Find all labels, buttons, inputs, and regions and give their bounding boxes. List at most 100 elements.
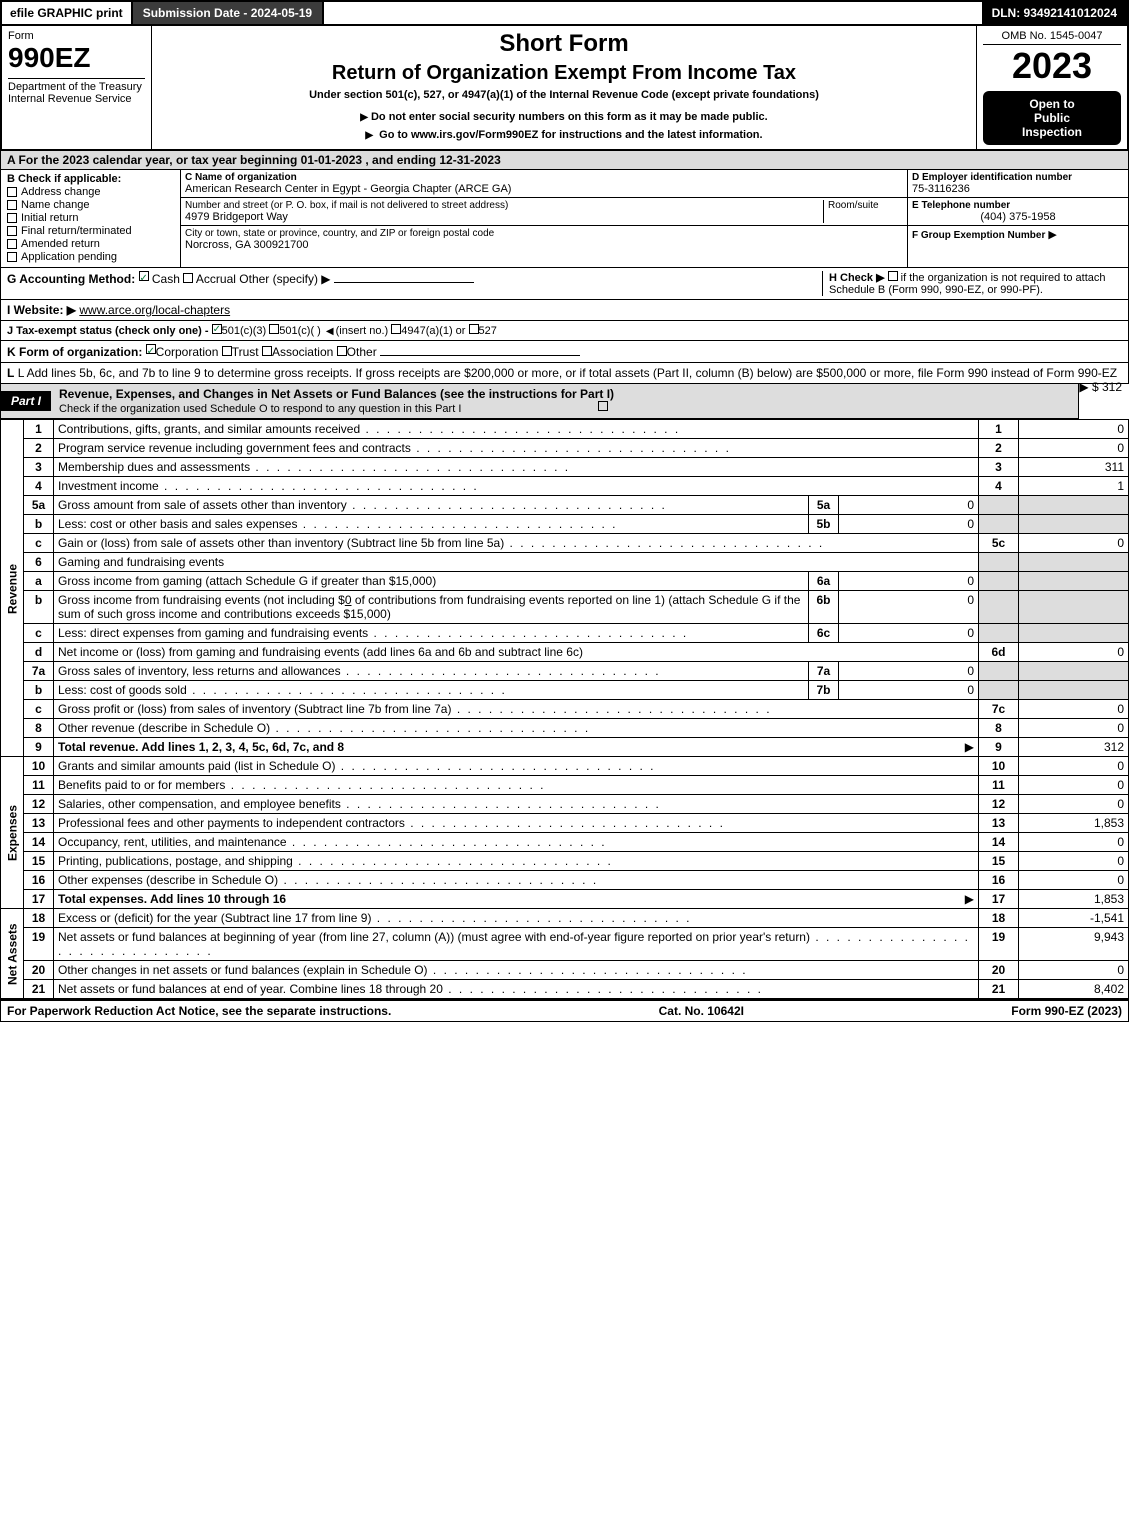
line-num: 17 [24, 890, 54, 909]
mini-num: 6c [809, 624, 839, 643]
cb-label: Address change [21, 186, 101, 198]
gray-cell [979, 515, 1019, 534]
line-rightnum: 7c [979, 700, 1019, 719]
checkbox-icon[interactable] [212, 324, 222, 334]
table-row: 6Gaming and fundraising events [1, 553, 1129, 572]
line-text: Gross income from gaming (attach Schedul… [54, 572, 809, 591]
k-other-input[interactable] [380, 355, 580, 356]
gray-cell [979, 553, 1019, 572]
line-rightnum: 20 [979, 961, 1019, 980]
line-rightnum: 11 [979, 776, 1019, 795]
line-rightnum: 10 [979, 757, 1019, 776]
checkbox-icon [7, 200, 17, 210]
checkbox-icon[interactable] [262, 346, 272, 356]
line-rightnum: 4 [979, 477, 1019, 496]
return-title: Return of Organization Exempt From Incom… [158, 62, 970, 85]
line-num: c [24, 624, 54, 643]
line-text: Net assets or fund balances at beginning… [54, 928, 979, 961]
goto-instructions[interactable]: Go to www.irs.gov/Form990EZ for instruct… [158, 129, 970, 141]
gray-cell [979, 681, 1019, 700]
website-link[interactable]: www.arce.org/local-chapters [79, 303, 230, 317]
checkbox-icon[interactable] [469, 324, 479, 334]
checkbox-icon[interactable] [222, 346, 232, 356]
mini-num: 6a [809, 572, 839, 591]
line-rightnum: 2 [979, 439, 1019, 458]
part-i-title-text: Revenue, Expenses, and Changes in Net As… [59, 387, 614, 401]
cb-address-change[interactable]: Address change [7, 186, 174, 198]
box-c-city: City or town, state or province, country… [181, 226, 907, 254]
g-other-input[interactable] [334, 282, 474, 283]
gray-cell [1019, 553, 1129, 572]
box-b-title: B Check if applicable: [7, 173, 174, 185]
footer-left: For Paperwork Reduction Act Notice, see … [7, 1004, 391, 1018]
checkbox-icon [7, 239, 17, 249]
checkbox-icon[interactable] [337, 346, 347, 356]
line-num: c [24, 700, 54, 719]
cb-amended-return[interactable]: Amended return [7, 238, 174, 250]
gray-cell [1019, 681, 1129, 700]
gray-cell [979, 591, 1019, 624]
short-form-title: Short Form [158, 30, 970, 58]
checkbox-icon[interactable] [391, 324, 401, 334]
box-def: D Employer identification number 75-3116… [908, 170, 1128, 267]
checkbox-icon[interactable] [598, 401, 608, 411]
line-text: Gaming and fundraising events [54, 553, 979, 572]
line-value: 0 [1019, 795, 1129, 814]
line-text: Salaries, other compensation, and employ… [54, 795, 979, 814]
line-value: 1,853 [1019, 814, 1129, 833]
box-b: B Check if applicable: Address change Na… [1, 170, 181, 267]
line-num: 4 [24, 477, 54, 496]
table-row: b Gross income from fundraising events (… [1, 591, 1129, 624]
cb-final-return[interactable]: Final return/terminated [7, 225, 174, 237]
gray-cell [1019, 496, 1129, 515]
table-row: Revenue 1 Contributions, gifts, grants, … [1, 420, 1129, 439]
line-value: 0 [1019, 534, 1129, 553]
line-text: Total expenses. Add lines 10 through 16 … [54, 890, 979, 909]
open-line2: Public [989, 111, 1115, 125]
checkbox-icon[interactable] [139, 271, 149, 281]
line-text: Benefits paid to or for members [54, 776, 979, 795]
city-label: City or town, state or province, country… [185, 228, 903, 239]
line-rightnum: 13 [979, 814, 1019, 833]
mini-val: 0 [839, 624, 979, 643]
row-i: I Website: ▶ www.arce.org/local-chapters [0, 300, 1129, 321]
table-row: cGain or (loss) from sale of assets othe… [1, 534, 1129, 553]
table-row: 11Benefits paid to or for members110 [1, 776, 1129, 795]
cb-initial-return[interactable]: Initial return [7, 212, 174, 224]
checkbox-icon[interactable] [269, 324, 279, 334]
line-value: -1,541 [1019, 909, 1129, 928]
cb-name-change[interactable]: Name change [7, 199, 174, 211]
street-address: 4979 Bridgeport Way [185, 211, 823, 223]
table-row: 20Other changes in net assets or fund ba… [1, 961, 1129, 980]
open-line3: Inspection [989, 125, 1115, 139]
line-num: 3 [24, 458, 54, 477]
row-k: K Form of organization: Corporation Trus… [0, 341, 1129, 363]
line-text: Program service revenue including govern… [54, 439, 979, 458]
cb-label: Final return/terminated [21, 225, 132, 237]
mini-val: 0 [839, 572, 979, 591]
line-num: 14 [24, 833, 54, 852]
line-text: Printing, publications, postage, and shi… [54, 852, 979, 871]
checkbox-icon[interactable] [146, 344, 156, 354]
line-rightnum: 15 [979, 852, 1019, 871]
line-num: 18 [24, 909, 54, 928]
g-accrual: Accrual [196, 272, 236, 286]
checkbox-icon [7, 226, 17, 236]
irs-label: Internal Revenue Service [8, 93, 145, 105]
efile-print-button[interactable]: efile GRAPHIC print [2, 2, 133, 24]
checkbox-icon[interactable] [888, 271, 898, 281]
h-label: H Check ▶ [829, 272, 885, 284]
checkbox-icon[interactable] [183, 273, 193, 283]
room-suite-label: Room/suite [823, 200, 903, 223]
line-num: b [24, 681, 54, 700]
cb-application-pending[interactable]: Application pending [7, 251, 174, 263]
tax-year: 2023 [983, 45, 1121, 87]
c-label: C Name of organization [185, 172, 903, 183]
line-rightnum: 17 [979, 890, 1019, 909]
cb-label: Amended return [21, 238, 100, 250]
line-num: 19 [24, 928, 54, 961]
row-g-h: G Accounting Method: Cash Accrual Other … [0, 268, 1129, 300]
table-row: aGross income from gaming (attach Schedu… [1, 572, 1129, 591]
k-label: K Form of organization: [7, 345, 142, 359]
line-num: 6 [24, 553, 54, 572]
